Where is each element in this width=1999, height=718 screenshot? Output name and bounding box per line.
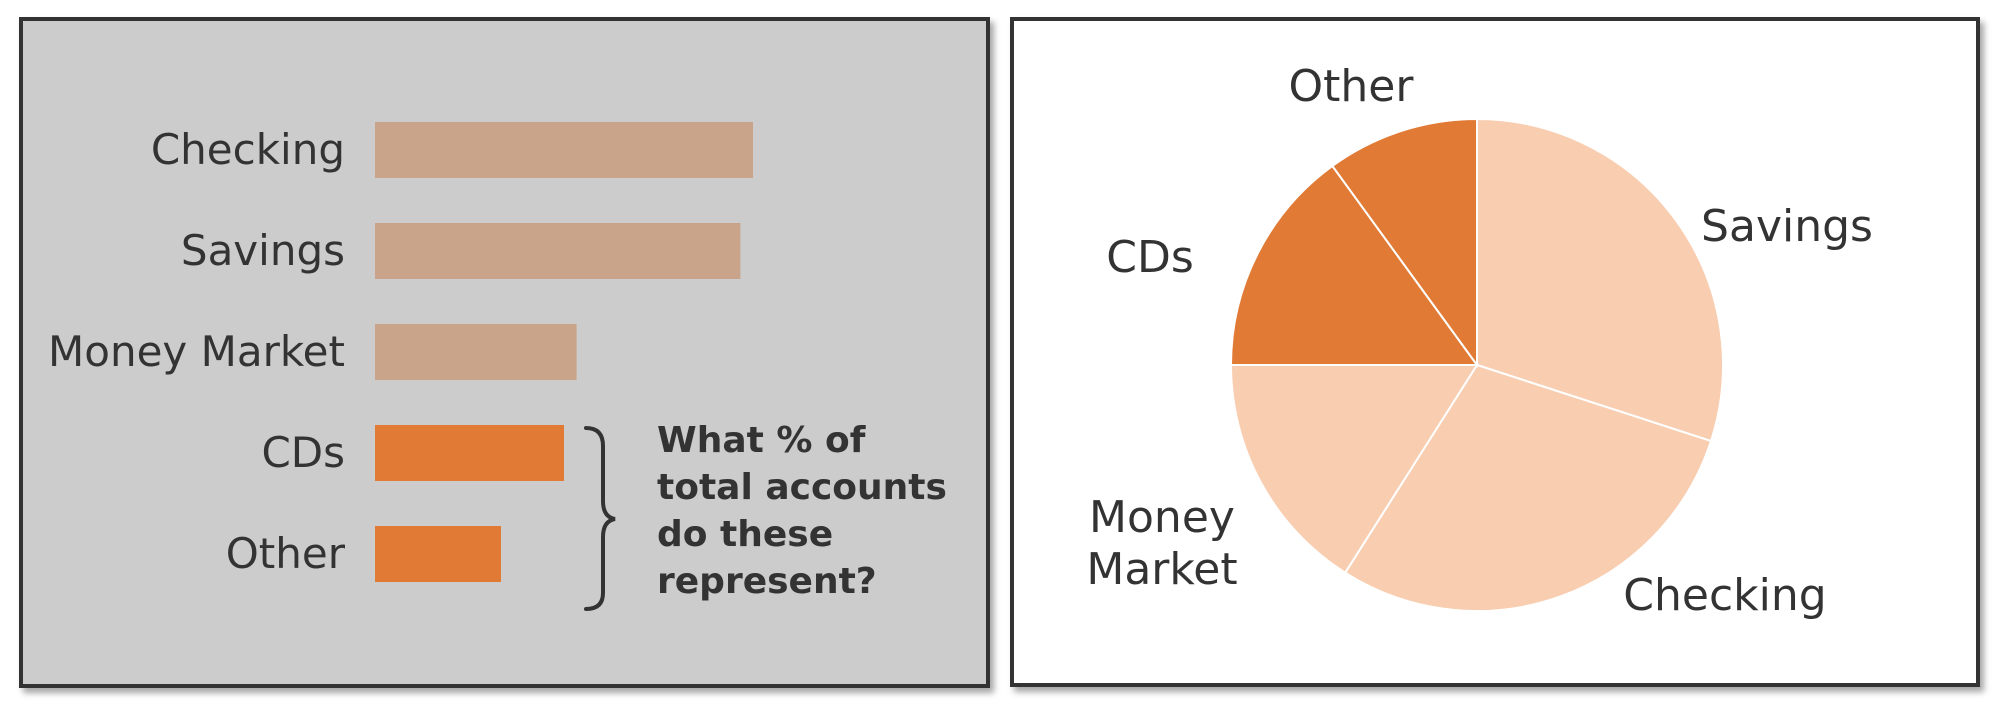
category-label: Other: [226, 529, 346, 578]
slice-label: Money Market: [1086, 492, 1237, 595]
bar: [375, 324, 577, 380]
slice-label: Savings: [1701, 201, 1873, 252]
brace-icon: [586, 428, 615, 609]
pie-chart: Savings Checking Money Market CDs Other: [1014, 21, 1984, 691]
bar: [375, 223, 740, 279]
highlighted-bar: [375, 526, 501, 582]
annotation-line: What % of: [657, 420, 866, 461]
slice-label: Checking: [1623, 570, 1826, 621]
pie-chart-panel: Savings Checking Money Market CDs Other: [1010, 17, 1980, 687]
highlighted-bar: [375, 425, 564, 481]
bar: [375, 122, 753, 178]
category-label: CDs: [261, 428, 345, 477]
annotation-line: represent?: [657, 561, 877, 602]
bar-chart: Checking Savings Money Market CDs Other What…: [23, 21, 994, 692]
annotation-text: What % of total accounts do these repres…: [657, 420, 959, 602]
category-label: Money Market: [48, 327, 345, 376]
annotation-line: total accounts: [657, 467, 947, 508]
category-label: Checking: [151, 125, 345, 174]
bar-chart-panel: Checking Savings Money Market CDs Other What…: [19, 17, 990, 688]
slice-label: Other: [1289, 61, 1415, 112]
category-label: Savings: [181, 226, 345, 275]
annotation-line: do these: [657, 514, 833, 555]
slice-label: CDs: [1106, 232, 1194, 283]
